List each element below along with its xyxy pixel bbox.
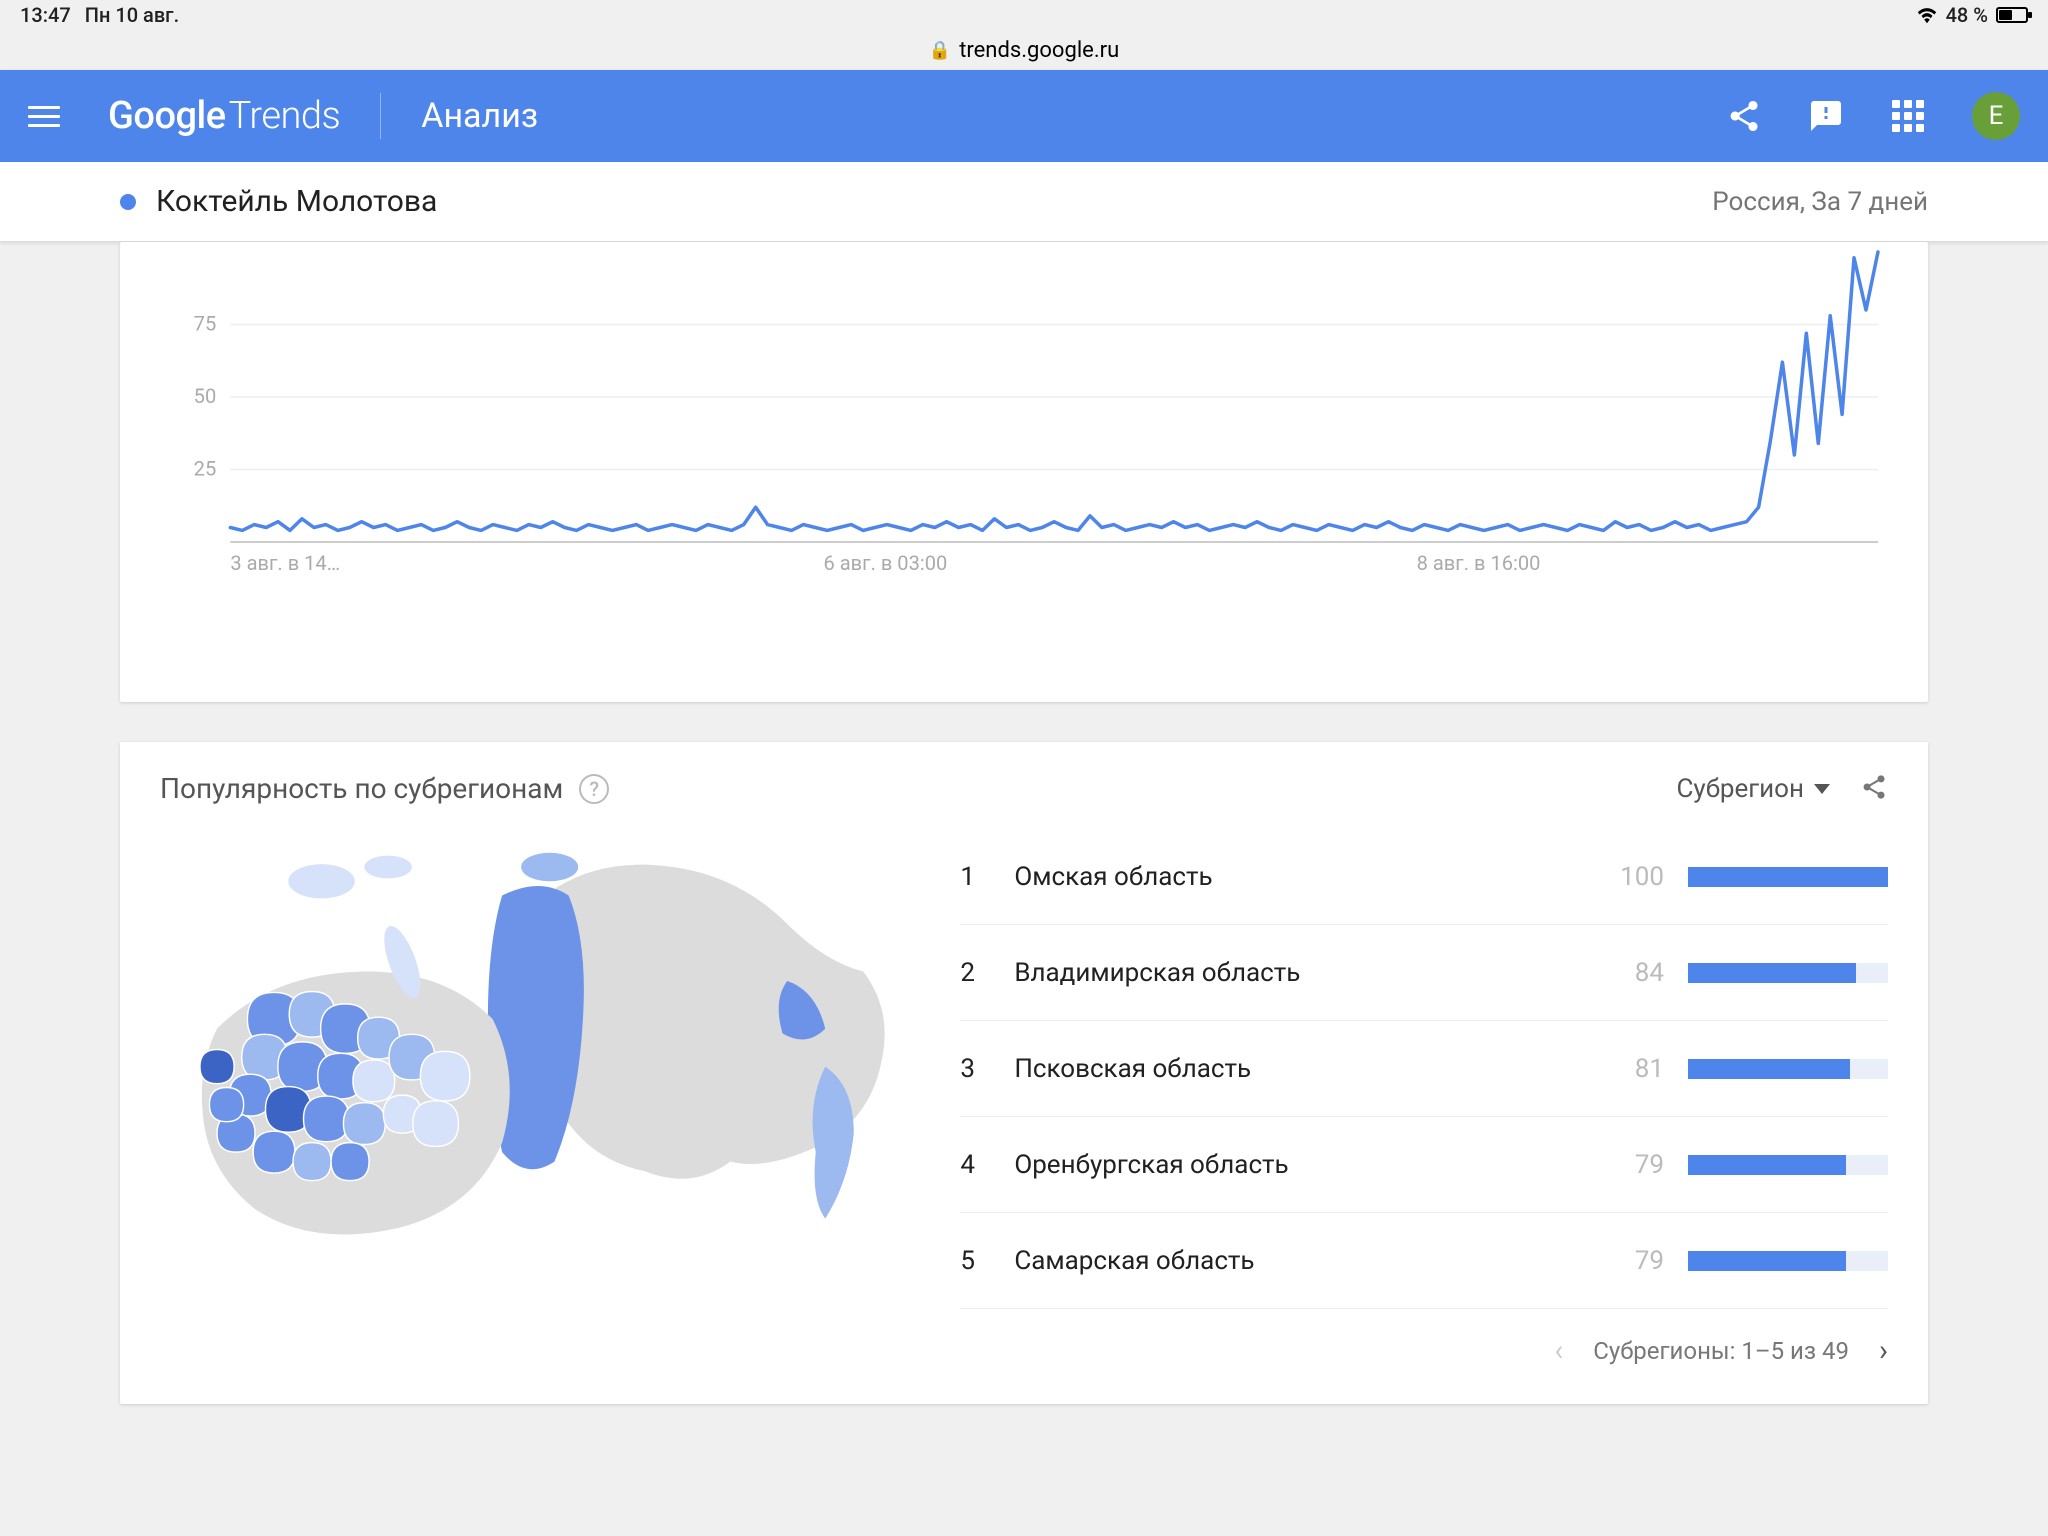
share-icon[interactable] xyxy=(1860,773,1888,805)
region-row[interactable]: 1 Омская область 100 xyxy=(960,829,1888,925)
region-name: Владимирская область xyxy=(1014,958,1580,988)
pager-prev[interactable]: ‹ xyxy=(1554,1333,1563,1368)
region-level-dropdown[interactable]: Субрегион xyxy=(1676,774,1830,804)
regions-card: Популярность по субрегионам ? Субрегион … xyxy=(120,742,1928,1404)
region-row[interactable]: 2 Владимирская область 84 xyxy=(960,925,1888,1021)
app-logo[interactable]: GoogleTrends xyxy=(108,94,340,138)
app-header: GoogleTrends Анализ E xyxy=(0,70,2048,162)
region-row[interactable]: 4 Оренбургская область 79 xyxy=(960,1117,1888,1213)
region-value: 81 xyxy=(1604,1054,1664,1084)
region-rank: 4 xyxy=(960,1150,990,1180)
interest-chart: 25 50 75 3 авг. в 14… 6 авг. в 03:00 8 авг. в… xyxy=(160,242,1888,582)
dropdown-label: Субрегион xyxy=(1676,774,1804,804)
svg-text:8 авг. в 16:00: 8 авг. в 16:00 xyxy=(1417,551,1541,575)
region-name: Омская область xyxy=(1014,862,1580,892)
chevron-down-icon xyxy=(1814,784,1830,794)
query-subheader: Коктейль Молотова Россия, За 7 дней xyxy=(0,162,2048,242)
logo-secondary: Trends xyxy=(229,94,341,138)
menu-button[interactable] xyxy=(28,96,68,136)
svg-text:6 авг. в 03:00: 6 авг. в 03:00 xyxy=(823,551,947,575)
region-rank: 5 xyxy=(960,1246,990,1276)
logo-primary: Google xyxy=(108,94,226,138)
svg-text:75: 75 xyxy=(194,312,217,336)
region-bar xyxy=(1688,1155,1888,1175)
region-rank: 3 xyxy=(960,1054,990,1084)
region-bar xyxy=(1688,1251,1888,1271)
region-row[interactable]: 3 Псковская область 81 xyxy=(960,1021,1888,1117)
region-pager: ‹ Субрегионы: 1–5 из 49 › xyxy=(160,1309,1888,1374)
battery-percent: 48 % xyxy=(1946,3,1988,27)
device-statusbar: 13:47 Пн 10 авг. 48 % xyxy=(0,0,2048,30)
battery-level xyxy=(1999,10,2012,20)
battery-icon xyxy=(1996,7,2028,23)
svg-text:50: 50 xyxy=(194,384,217,408)
pager-next[interactable]: › xyxy=(1879,1333,1888,1368)
region-name: Оренбургская область xyxy=(1014,1150,1580,1180)
lock-icon: 🔒 xyxy=(929,40,951,61)
help-icon[interactable]: ? xyxy=(579,774,609,804)
region-name: Псковская область xyxy=(1014,1054,1580,1084)
browser-urlbar[interactable]: 🔒 trends.google.ru xyxy=(0,30,2048,70)
region-name: Самарская область xyxy=(1014,1246,1580,1276)
region-bar xyxy=(1688,1059,1888,1079)
region-map[interactable] xyxy=(160,829,920,1308)
region-value: 79 xyxy=(1604,1150,1664,1180)
regions-title: Популярность по субрегионам xyxy=(160,772,563,805)
url-text: trends.google.ru xyxy=(959,38,1119,63)
region-bar xyxy=(1688,867,1888,887)
svg-text:25: 25 xyxy=(194,457,217,481)
region-list: 1 Омская область 100 2 Владимирская обла… xyxy=(960,829,1888,1309)
feedback-icon[interactable] xyxy=(1808,98,1844,134)
region-rank: 2 xyxy=(960,958,990,988)
status-time: 13:47 xyxy=(20,3,71,27)
region-value: 84 xyxy=(1604,958,1664,988)
apps-icon[interactable] xyxy=(1890,98,1926,134)
filters-summary: Россия, За 7 дней xyxy=(1712,187,1928,217)
header-divider xyxy=(380,93,381,139)
region-value: 100 xyxy=(1604,862,1664,892)
term-dot xyxy=(120,194,136,210)
region-row[interactable]: 5 Самарская область 79 xyxy=(960,1213,1888,1309)
search-term-chip[interactable]: Коктейль Молотова xyxy=(120,184,437,219)
page-title: Анализ xyxy=(421,96,538,136)
svg-text:3 авг. в 14…: 3 авг. в 14… xyxy=(230,551,340,575)
region-value: 79 xyxy=(1604,1246,1664,1276)
user-avatar[interactable]: E xyxy=(1972,92,2020,140)
term-text: Коктейль Молотова xyxy=(156,184,437,219)
pager-label: Субрегионы: 1–5 из 49 xyxy=(1593,1337,1849,1365)
avatar-initial: E xyxy=(1989,101,2004,131)
status-date: Пн 10 авг. xyxy=(85,3,179,27)
region-bar xyxy=(1688,963,1888,983)
wifi-icon xyxy=(1916,6,1938,24)
region-rank: 1 xyxy=(960,862,990,892)
share-icon[interactable] xyxy=(1726,98,1762,134)
interest-over-time-card: 25 50 75 3 авг. в 14… 6 авг. в 03:00 8 авг. в… xyxy=(120,242,1928,702)
